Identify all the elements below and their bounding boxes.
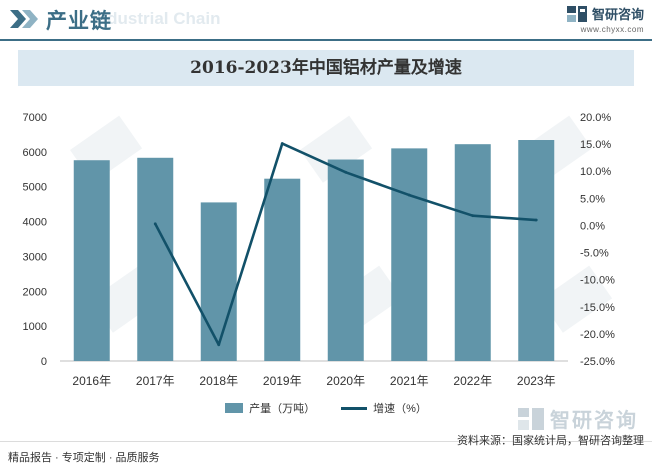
growth-point[interactable] (153, 222, 157, 226)
watermark-mark (300, 115, 373, 183)
left-tick-label: 5000 (23, 182, 47, 194)
header-divider (0, 39, 652, 41)
right-tick-label: 15.0% (580, 139, 611, 151)
bar-2023年[interactable] (518, 140, 555, 361)
line-series (153, 142, 538, 347)
bar-2016年[interactable] (73, 160, 110, 361)
legend: 产量（万吨） 增速（%） (0, 398, 652, 418)
left-tick-label: 1000 (23, 321, 47, 333)
chart-title: 2016-2023年中国铝材产量及增速 (18, 50, 634, 86)
left-tick-label: 7000 (23, 112, 47, 124)
growth-point[interactable] (407, 193, 411, 197)
brand-name: 智研咨询 (591, 7, 644, 22)
growth-point[interactable] (344, 170, 348, 174)
right-tick-label: -5.0% (580, 248, 609, 260)
x-tick-label: 2019年 (263, 374, 302, 388)
growth-point[interactable] (280, 142, 284, 145)
brand: 智研咨询 www.chyxx.com (566, 4, 644, 34)
left-tick-label: 2000 (23, 286, 47, 298)
bar-2017年[interactable] (137, 157, 174, 361)
footer-services: 精品报告 · 专项定制 · 品质服务 (8, 452, 160, 464)
growth-point[interactable] (217, 343, 221, 347)
legend-label-growth: 增速（%） (373, 403, 427, 415)
watermark-mark (539, 265, 613, 333)
legend-line-swatch (341, 406, 368, 410)
growth-point[interactable] (471, 214, 475, 218)
x-tick-label: 2016年 (72, 374, 111, 388)
bar-2021年[interactable] (391, 148, 428, 361)
footer-logo-icon (518, 407, 544, 430)
footer-logo-text: 智研咨询 (550, 410, 638, 432)
legend-label-production: 产量（万吨） (249, 403, 316, 415)
right-tick-label: 10.0% (580, 166, 611, 178)
footer-logo: 智研咨询 (518, 404, 638, 433)
page-header: Industrial Chain 产业链 智研咨询 www.chyxx.com (0, 0, 652, 41)
bar-2020年[interactable] (327, 159, 364, 361)
legend-bar-swatch (225, 403, 244, 413)
chart: 0 1000 2000 3000 4000 5000 6000 7000 -25.0% -20.… (23, 112, 616, 388)
x-axis: 2016年 2017年 2018年 2019年 2020年 2021年 2022年 2023年 (72, 374, 555, 388)
x-tick-label: 2023年 (517, 374, 556, 388)
growth-point[interactable] (534, 218, 538, 222)
left-tick-label: 3000 (23, 251, 47, 263)
right-tick-label: 20.0% (580, 112, 611, 124)
legend-item-growth[interactable]: 增速（%） (341, 400, 427, 416)
right-tick-label: 5.0% (580, 193, 605, 205)
right-tick-label: -15.0% (580, 302, 615, 314)
x-tick-label: 2021年 (390, 374, 429, 388)
x-tick-label: 2022年 (453, 374, 492, 388)
brand-url[interactable]: www.chyxx.com (580, 25, 644, 34)
x-tick-label: 2017年 (136, 374, 175, 388)
right-axis: -25.0% -20.0% -15.0% -10.0% -5.0% 0.0% 5.0% 10.… (580, 112, 615, 368)
chevron-double-icon (10, 10, 38, 28)
header-watermark: Industrial Chain (92, 9, 221, 28)
bar-2019年[interactable] (264, 178, 301, 361)
bar-2018年[interactable] (200, 202, 237, 361)
left-tick-label: 4000 (23, 217, 47, 229)
bar-2022年[interactable] (454, 144, 491, 361)
x-tick-label: 2018年 (199, 374, 238, 388)
data-source: 资料来源：国家统计局，智研咨询整理 (457, 435, 644, 447)
legend-item-production[interactable]: 产量（万吨） (225, 400, 315, 416)
brand-logo-icon (566, 5, 587, 22)
left-tick-label: 0 (41, 356, 47, 368)
left-tick-label: 6000 (23, 147, 47, 159)
bar-series (73, 140, 555, 361)
right-tick-label: -25.0% (580, 356, 615, 368)
right-tick-label: -10.0% (580, 275, 615, 287)
left-axis: 0 1000 2000 3000 4000 5000 6000 7000 (23, 112, 47, 368)
section-title: 产业链 (46, 10, 112, 33)
right-tick-label: 0.0% (580, 220, 605, 232)
footer: 精品报告 · 专项定制 · 品质服务 资料来源：国家统计局，智研咨询整理 (0, 435, 652, 467)
right-tick-label: -20.0% (580, 329, 615, 341)
x-tick-label: 2020年 (326, 374, 365, 388)
